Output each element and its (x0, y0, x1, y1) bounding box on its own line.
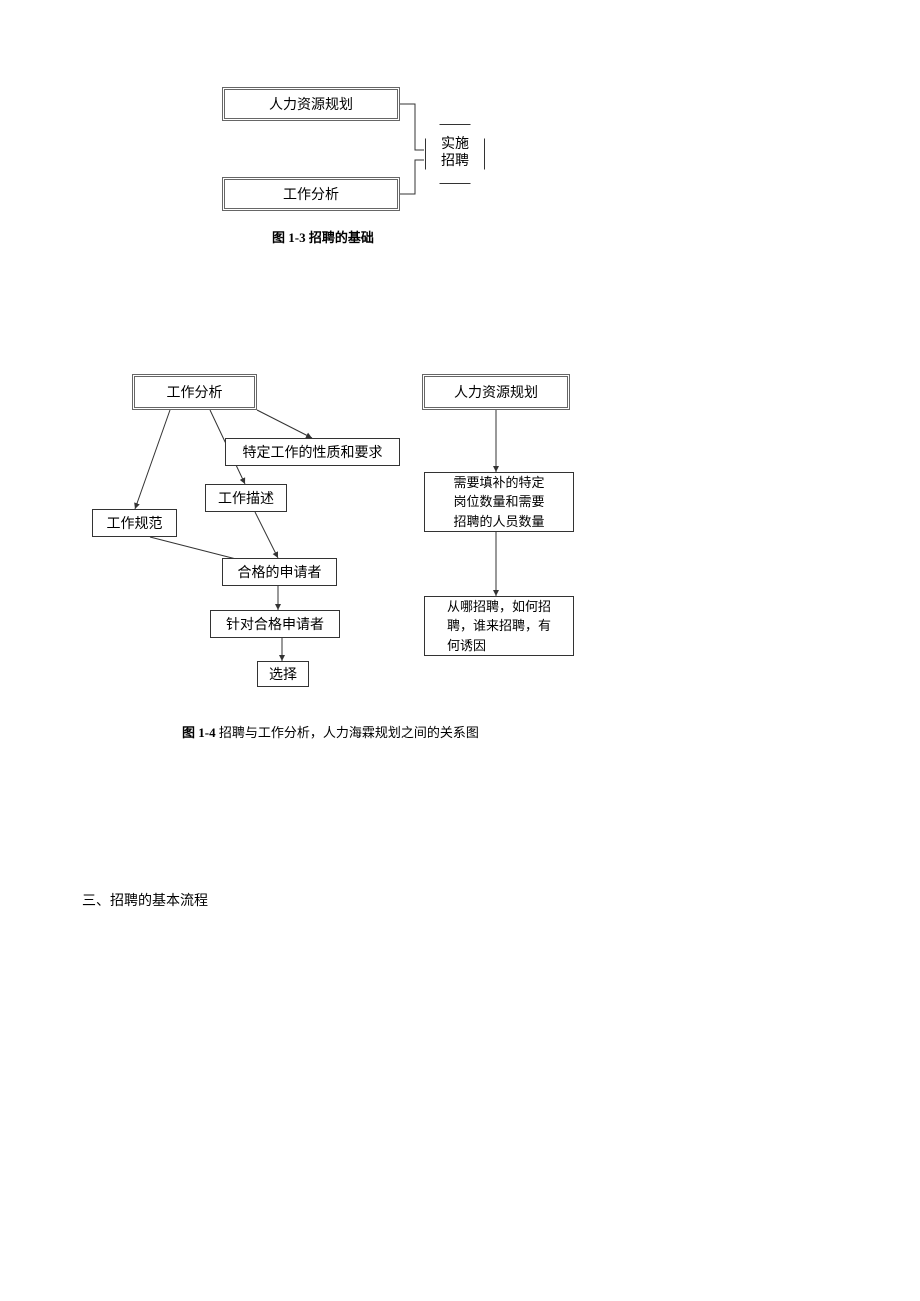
node-label: 工作分析 (167, 382, 223, 402)
node-label: 选择 (269, 664, 297, 684)
node-label: 针对合格申请者 (226, 614, 324, 634)
diagram-1-4: 工作分析 人力资源规划 特定工作的性质和要求 工作描述 工作规范 需要填补的特定… (0, 0, 920, 740)
node-label: 工作规范 (107, 513, 163, 533)
node-select: 选择 (257, 661, 309, 687)
section-heading: 三、招聘的基本流程 (82, 890, 208, 910)
node-for-qualified: 针对合格申请者 (210, 610, 340, 638)
diagram-2-caption: 图 1-4 招聘与工作分析，人力海霖规划之间的关系图 (182, 722, 479, 741)
node-positions-needed: 需要填补的特定岗位数量和需要招聘的人员数量 (424, 472, 574, 532)
node-label: 需要填补的特定岗位数量和需要招聘的人员数量 (453, 473, 544, 532)
node-job-nature: 特定工作的性质和要求 (225, 438, 400, 466)
node-job-desc: 工作描述 (205, 484, 287, 512)
node-hr-planning-2: 人力资源规划 (422, 374, 570, 410)
caption-text: 招聘与工作分析，人力海霖规划之间的关系图 (219, 725, 479, 740)
node-label: 合格的申请者 (238, 562, 322, 582)
node-qualified: 合格的申请者 (222, 558, 337, 586)
node-label: 人力资源规划 (454, 382, 538, 402)
node-label: 从哪招聘，如何招聘，谁来招聘，有何诱因 (447, 597, 551, 656)
node-recruit-how: 从哪招聘，如何招聘，谁来招聘，有何诱因 (424, 596, 574, 656)
node-label: 实施招聘 (441, 137, 469, 171)
node-label: 工作描述 (218, 488, 274, 508)
node-job-analysis: 工作分析 (132, 374, 257, 410)
node-job-spec: 工作规范 (92, 509, 177, 537)
node-label: 特定工作的性质和要求 (243, 442, 383, 462)
